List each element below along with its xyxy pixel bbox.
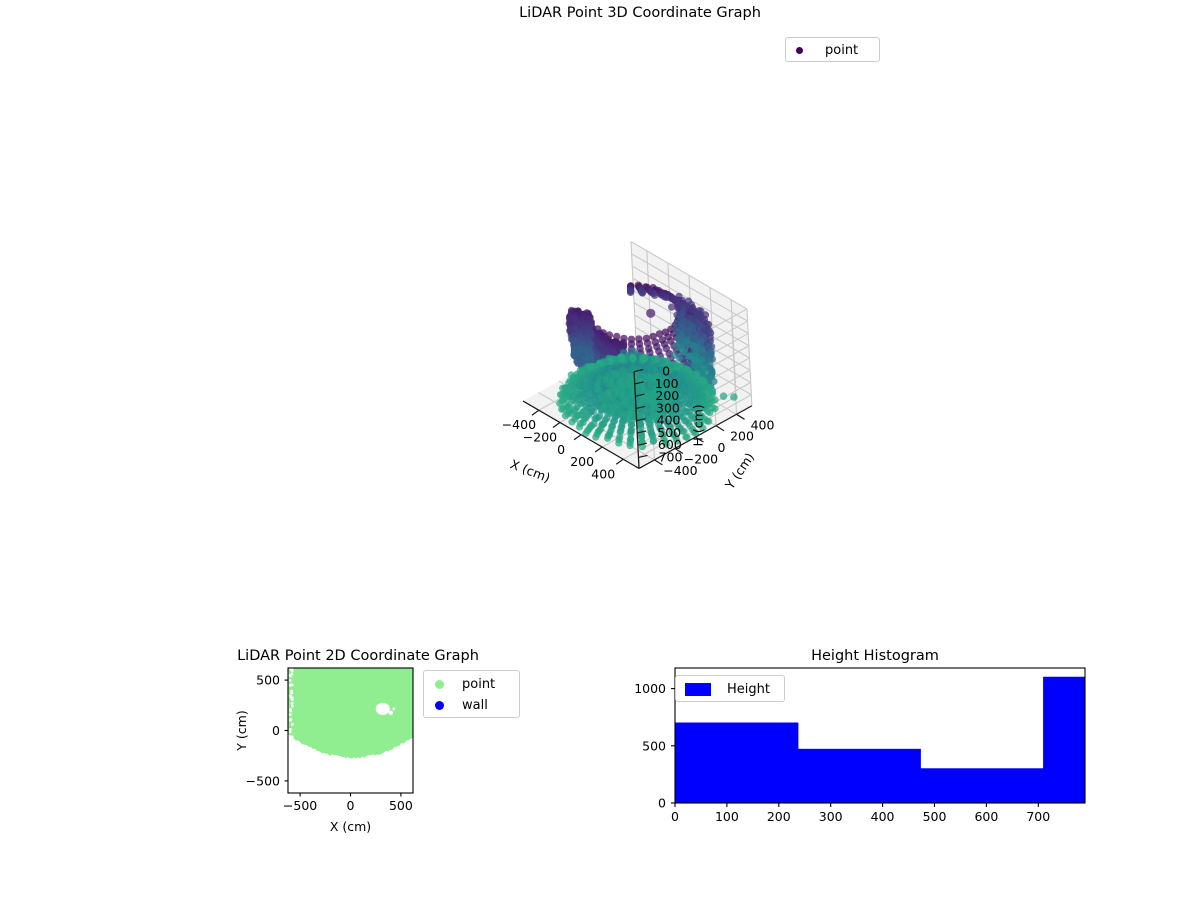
svg-text:−500: −500 bbox=[283, 798, 317, 813]
svg-text:0: 0 bbox=[347, 798, 355, 813]
plot2d-legend[interactable]: point wall bbox=[423, 670, 520, 718]
legend-marker-wall bbox=[435, 701, 444, 710]
plot3d-title: LiDAR Point 3D Coordinate Graph bbox=[519, 5, 761, 21]
legend-label-point-2d: point bbox=[462, 677, 496, 692]
svg-text:0: 0 bbox=[557, 442, 565, 457]
legend-label-wall: wall bbox=[462, 698, 488, 713]
scatter-points-2d bbox=[288, 668, 413, 759]
svg-text:400: 400 bbox=[591, 466, 615, 481]
svg-text:Y (cm): Y (cm) bbox=[722, 450, 758, 493]
legend-marker-point-2d bbox=[435, 680, 444, 689]
legend-marker-point bbox=[796, 47, 803, 54]
legend-swatch-height bbox=[685, 683, 711, 696]
svg-text:−200: −200 bbox=[684, 452, 718, 467]
svg-text:700: 700 bbox=[659, 449, 683, 464]
lidar-2d-panel: LiDAR Point 2D Coordinate Graph −500 −500… bbox=[180, 630, 570, 880]
legend-label-height: Height bbox=[727, 682, 770, 697]
svg-text:400: 400 bbox=[751, 417, 775, 432]
svg-text:H (cm): H (cm) bbox=[691, 404, 706, 446]
svg-text:−500: −500 bbox=[246, 773, 280, 788]
svg-text:0: 0 bbox=[717, 440, 725, 455]
histogram-title: Height Histogram bbox=[811, 648, 939, 664]
plot2d-title: LiDAR Point 2D Coordinate Graph bbox=[237, 648, 479, 664]
svg-text:X (cm): X (cm) bbox=[508, 456, 552, 485]
legend-label-point: point bbox=[825, 43, 859, 58]
plot3d-legend[interactable]: point bbox=[785, 37, 880, 62]
lidar-3d-panel: LiDAR Point 3D Coordinate Graph point −4… bbox=[330, 5, 950, 640]
histogram-legend[interactable]: Height bbox=[675, 675, 785, 702]
histogram-bars bbox=[674, 676, 1086, 804]
height-histogram-panel: Height Histogram 0 100 200 300 400 500 600 700 0… bbox=[620, 630, 1120, 880]
point-cloud-markers bbox=[556, 281, 738, 451]
svg-text:−200: −200 bbox=[523, 430, 557, 445]
